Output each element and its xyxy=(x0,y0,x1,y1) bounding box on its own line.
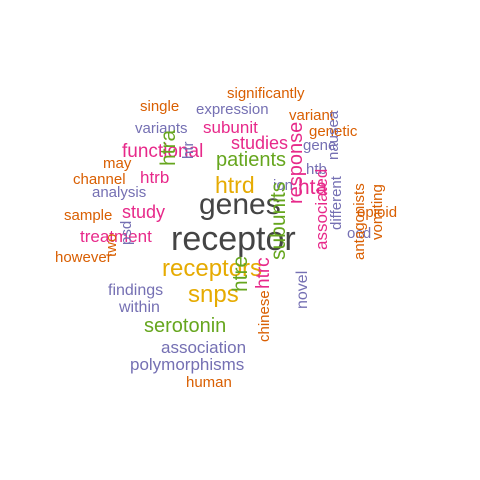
word-htrb: htrb xyxy=(140,168,170,187)
word-sample: sample xyxy=(64,207,113,224)
word-serotonin: serotonin xyxy=(144,315,227,337)
word-association: association xyxy=(161,338,247,357)
word-htb: htb xyxy=(306,161,327,178)
word-may: may xyxy=(103,155,132,172)
word-chinese: chinese xyxy=(256,290,273,342)
word-psd: psd xyxy=(118,220,135,245)
word-studies: studies xyxy=(231,133,289,153)
word-polymorphisms: polymorphisms xyxy=(130,355,245,374)
word-genes: genes xyxy=(199,188,281,221)
word-human: human xyxy=(186,374,232,391)
word-associated: associated xyxy=(312,168,331,250)
word-single: single xyxy=(140,98,180,115)
word-gene: gene xyxy=(303,137,337,154)
word-novel: novel xyxy=(294,270,311,309)
word-variant: variant xyxy=(289,107,335,124)
word-receptor: receptor xyxy=(171,220,296,258)
word-antagonists: antagonists xyxy=(351,183,368,260)
word-functional: functional xyxy=(122,141,204,162)
word-analysis: analysis xyxy=(92,184,147,201)
word-study: study xyxy=(122,202,166,222)
word-treatment: treatment xyxy=(80,227,152,246)
word-htrd: htrd xyxy=(215,172,255,198)
word-hta: hta xyxy=(298,176,328,199)
word-variants: variants xyxy=(135,120,188,137)
word-htre: htre xyxy=(229,255,252,292)
word-htrc: htrc xyxy=(253,257,274,289)
word-two: two xyxy=(103,233,120,257)
word-htr: htr xyxy=(180,141,197,159)
word-patients: patients xyxy=(216,149,287,171)
word-within: within xyxy=(119,299,160,316)
word-htra: htra xyxy=(157,129,180,166)
word-different: different xyxy=(328,176,345,230)
word-vomiting: vomiting xyxy=(369,184,386,240)
word-subunits: subunits xyxy=(267,181,290,260)
word-ocd: ocd xyxy=(347,225,372,242)
word-expression: expression xyxy=(196,101,269,118)
word-genetic: genetic xyxy=(309,123,358,140)
word-snps: snps xyxy=(188,281,239,308)
word-however: however xyxy=(55,249,112,266)
word-significantly: significantly xyxy=(227,85,305,102)
word-findings: findings xyxy=(108,282,164,299)
word-ion: ion xyxy=(273,177,294,194)
word-channel: channel xyxy=(73,171,126,188)
word-opioid: opioid xyxy=(357,204,398,221)
word-receptors: receptors xyxy=(162,255,263,282)
word-nausea: nausea xyxy=(325,110,342,160)
word-subunit: subunit xyxy=(203,118,258,137)
